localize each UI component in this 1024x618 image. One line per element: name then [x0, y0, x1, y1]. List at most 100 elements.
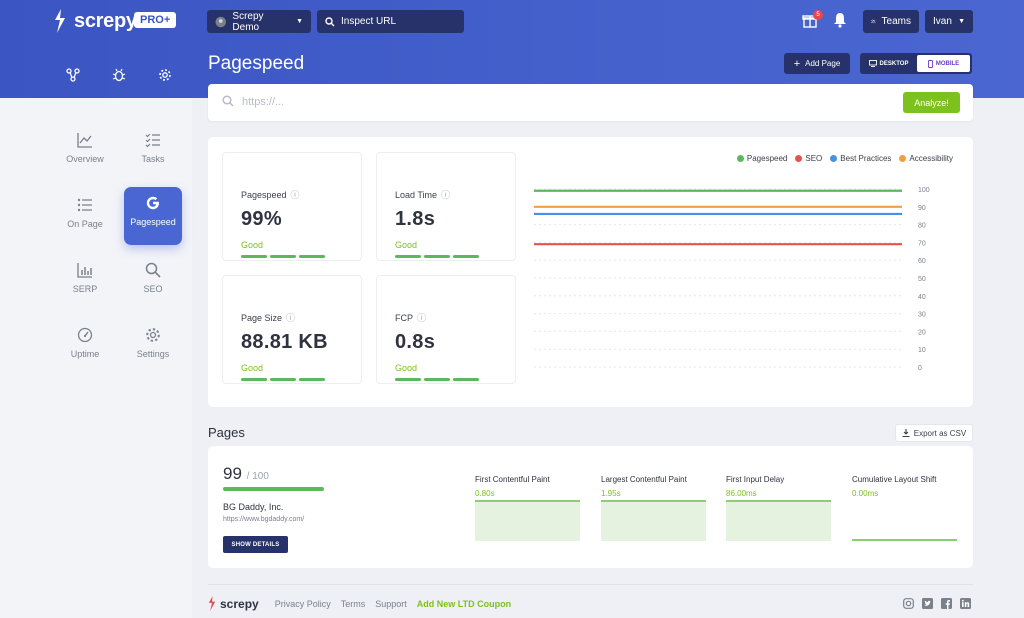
info-icon[interactable]: ⓘ	[290, 190, 300, 200]
chart-line-icon	[77, 133, 92, 148]
footer-link-support[interactable]: Support	[375, 598, 407, 609]
footer-link-privacy[interactable]: Privacy Policy	[274, 598, 331, 609]
page-site-name: BG Daddy, Inc.	[223, 502, 284, 512]
project-avatar-icon	[215, 16, 226, 27]
list-icon	[77, 198, 92, 212]
gear-icon[interactable]	[158, 68, 172, 82]
sidebar-item-label: SEO	[143, 284, 163, 294]
export-csv-label: Export as CSV	[913, 428, 967, 438]
legend-label: Best Practices	[840, 154, 892, 163]
gauge-icon	[77, 327, 93, 343]
info-icon[interactable]: ⓘ	[441, 190, 451, 200]
sidebar-item-settings[interactable]: Settings	[124, 319, 182, 377]
bar-chart-icon	[77, 263, 92, 278]
instagram-icon[interactable]	[903, 598, 914, 609]
legend-label: SEO	[805, 154, 823, 163]
mobile-toggle[interactable]: MOBILE	[917, 55, 970, 72]
project-selector[interactable]: Screpy Demo ▼	[207, 10, 311, 33]
desktop-toggle[interactable]: DESKTOP	[862, 55, 915, 72]
info-icon[interactable]: ⓘ	[417, 313, 427, 323]
url-analyze-bar: Analyze!	[208, 84, 973, 121]
add-page-button[interactable]: + Add Page	[784, 53, 850, 74]
vital-value: 86.00ms	[726, 489, 757, 498]
footer-socials	[903, 598, 971, 609]
pages-section-title: Pages	[208, 425, 245, 440]
y-tick-label: 30	[918, 312, 926, 319]
plus-icon: +	[793, 57, 801, 70]
legend-item-best-practices[interactable]: Best Practices	[830, 154, 891, 163]
metric-card-page-size: Page Size ⓘ 88.81 KB Good	[222, 275, 362, 384]
sidebar-item-seo[interactable]: SEO	[124, 254, 182, 312]
facebook-icon[interactable]	[941, 598, 952, 609]
metric-status-bars	[395, 378, 479, 381]
download-icon	[902, 429, 910, 437]
legend-dot	[736, 155, 744, 162]
vital-sparkline	[475, 500, 580, 541]
y-tick-label: 70	[918, 240, 926, 247]
metric-card-fcp: FCP ⓘ 0.8s Good	[376, 275, 516, 384]
network-icon[interactable]	[66, 68, 80, 82]
legend-dot	[795, 155, 803, 162]
page-score-bar	[223, 487, 324, 491]
metric-value: 0.8s	[395, 331, 436, 353]
linkedin-icon[interactable]	[960, 598, 971, 609]
export-csv-button[interactable]: Export as CSV	[895, 424, 973, 442]
show-details-button[interactable]: SHOW DETAILS	[223, 536, 288, 553]
brand-logo[interactable]: screpy	[54, 9, 137, 33]
metric-status-bars	[395, 255, 479, 258]
sidebar-item-serp[interactable]: SERP	[56, 254, 114, 312]
users-icon	[871, 19, 876, 24]
teams-label: Teams	[881, 16, 911, 27]
sidebar-item-uptime[interactable]: Uptime	[56, 319, 114, 377]
sidebar-quick-icons	[66, 68, 172, 82]
vital-value: 0.80s	[475, 489, 495, 498]
teams-button[interactable]: Teams	[863, 10, 919, 33]
vital-first-input-delay: First Input Delay 86.00ms	[726, 475, 831, 541]
vital-label: Largest Contentful Paint	[601, 475, 687, 484]
info-icon[interactable]: ⓘ	[286, 313, 296, 323]
vital-sparkline	[726, 500, 831, 541]
legend-label: Pagespeed	[746, 154, 788, 163]
sidebar-item-pagespeed[interactable]: Pagespeed	[124, 187, 182, 245]
bell-icon[interactable]	[833, 12, 847, 28]
vital-first-contentful-paint: First Contentful Paint 0.80s	[475, 475, 580, 541]
inspect-url-placeholder: Inspect URL	[341, 16, 397, 27]
metric-status: Good	[241, 240, 264, 250]
user-menu[interactable]: Ivan ▼	[925, 10, 973, 33]
y-tick-label: 50	[918, 276, 926, 283]
chart-plot-area: 0 10 20 30 40 50 60 70 80 90 100	[534, 187, 930, 372]
footer-logo[interactable]: screpy	[208, 596, 259, 611]
metric-label: Load Time ⓘ	[395, 188, 450, 201]
page-score: 99 / 100	[223, 464, 269, 484]
sidebar-item-on-page[interactable]: On Page	[56, 189, 114, 247]
page-site-url[interactable]: https://www.bgdaddy.com/	[223, 516, 305, 523]
pagespeed-summary-panel: Pagespeed ⓘ 99% Good Load Time ⓘ 1.8s Good…	[208, 137, 973, 407]
metric-status: Good	[395, 363, 418, 373]
footer-link-terms[interactable]: Terms	[340, 598, 366, 609]
url-input[interactable]	[242, 93, 842, 111]
sidebar-item-overview[interactable]: Overview	[56, 124, 114, 182]
legend-item-seo[interactable]: SEO	[795, 154, 822, 163]
bug-icon[interactable]	[112, 68, 126, 82]
search-icon	[325, 16, 335, 26]
legend-item-accessibility[interactable]: Accessibility	[899, 154, 953, 163]
legend-item-pagespeed[interactable]: Pagespeed	[736, 154, 788, 163]
metric-card-load-time: Load Time ⓘ 1.8s Good	[376, 152, 516, 261]
page-score-value: 99	[223, 464, 242, 483]
sidebar-item-tasks[interactable]: Tasks	[124, 124, 182, 182]
metric-label-text: Load Time	[395, 189, 438, 200]
footer-coupon-link[interactable]: Add New LTD Coupon	[416, 598, 512, 609]
metric-label: Pagespeed ⓘ	[241, 188, 300, 201]
twitter-icon[interactable]	[922, 598, 933, 609]
sidebar-item-label: On Page	[67, 219, 103, 229]
metric-status-bars	[241, 255, 325, 258]
page-score-max: / 100	[246, 471, 269, 482]
legend-label: Accessibility	[909, 154, 953, 163]
chevron-down-icon: ▼	[958, 18, 965, 25]
sidebar-item-label: Overview	[66, 154, 104, 164]
vital-label: First Input Delay	[726, 475, 785, 484]
vital-largest-contentful-paint: Largest Contentful Paint 1.95s	[601, 475, 706, 541]
analyze-button[interactable]: Analyze!	[903, 92, 960, 113]
sidebar-item-label: Pagespeed	[130, 217, 176, 227]
inspect-url-field[interactable]: Inspect URL	[317, 10, 464, 33]
